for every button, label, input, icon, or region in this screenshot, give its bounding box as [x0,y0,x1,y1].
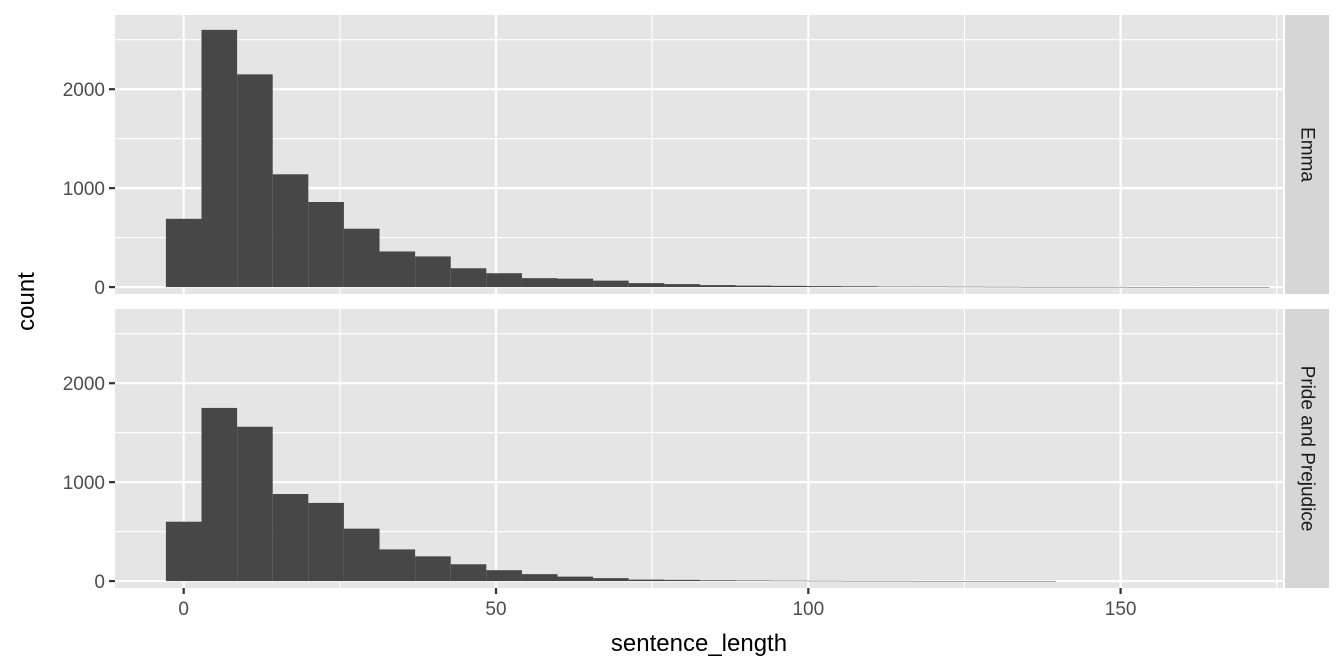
histogram-bar [1127,286,1163,288]
histogram-bar [201,29,238,288]
histogram-bar [1055,286,1092,288]
histogram-bar [664,579,700,582]
histogram-bar [557,576,594,582]
x-tick-label: 150 [1105,599,1137,620]
histogram-bar [771,580,807,582]
histogram-bar [913,580,950,582]
histogram-bar [699,580,736,582]
histogram-bar [664,284,700,288]
histogram-bar [877,580,914,582]
histogram-bar [379,549,416,582]
histogram-bar [628,579,665,582]
histogram-bar [628,283,665,288]
histogram-bar [1020,286,1056,288]
histogram-bar [486,570,522,582]
histogram-bar [165,218,202,288]
histogram-bar [343,528,380,582]
x-tick-label: 50 [485,599,506,620]
histogram-bar [308,502,344,582]
histogram-bar [272,494,309,582]
x-axis-title: sentence_length [611,630,787,657]
histogram-bar [842,580,878,582]
histogram-bar [343,228,380,288]
histogram-bar [272,174,309,288]
histogram-bar [308,201,344,288]
histogram-bar [593,578,629,582]
histogram-bar [165,521,202,582]
histogram-bar [984,286,1021,288]
histogram-bar [593,280,629,288]
histogram-bar [1162,286,1199,288]
x-tick-label: 100 [792,599,824,620]
histogram-bar [699,285,736,288]
histogram-bar [949,286,985,288]
histogram-bar [735,580,772,582]
histogram-bar [806,580,843,582]
y-tick-label: 2000 [63,374,105,395]
histogram-bar [237,74,273,288]
histogram-bar [415,256,451,288]
y-tick-label: 1000 [63,473,105,494]
histogram-bar [521,574,558,582]
histogram-bar [1091,286,1128,288]
histogram-bar [735,285,772,288]
histogram-bar [237,426,273,582]
histogram-bar [806,286,843,288]
histogram-bar [521,278,558,288]
histogram-bar [450,564,487,582]
histogram-bar [486,273,522,288]
histogram-bar [984,580,1021,582]
y-tick-label: 0 [94,278,105,299]
histogram-bar [1233,286,1270,288]
histogram-bar [842,286,878,288]
y-tick-label: 2000 [63,80,105,101]
histogram-bar [1198,286,1234,288]
y-axis-title: count [13,272,40,331]
histogram-bar [913,286,950,288]
histogram-bar [771,285,807,288]
facet-strip [1285,309,1329,588]
histogram-bar [379,251,416,288]
histogram-bar [201,407,238,582]
histogram-bar [877,286,914,288]
histogram-bar [557,278,594,288]
histogram-bar [1020,580,1056,582]
histogram-bar [949,580,985,582]
y-tick-label: 0 [94,572,105,593]
facet-strip-label: Pride and Prejudice [1297,366,1318,532]
facet-strip [1285,15,1329,294]
histogram-bar [450,268,487,288]
facet-strip-label: Emma [1297,127,1318,182]
x-tick-label: 0 [178,599,189,620]
y-tick-label: 1000 [63,179,105,200]
histogram-bar [415,556,451,582]
